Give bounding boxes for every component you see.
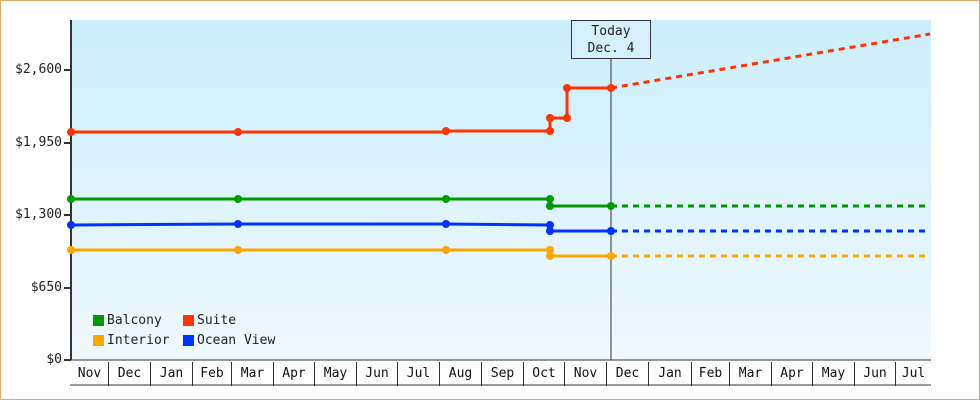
y-tick: $650	[30, 280, 62, 295]
legend-swatch	[183, 335, 194, 346]
legend-swatch	[183, 315, 194, 326]
legend-item-suite: Suite	[183, 313, 236, 328]
x-tick: Jul	[398, 362, 440, 386]
plot-area	[71, 20, 931, 360]
today-label: Today	[591, 24, 631, 39]
series-ocean-view	[67, 220, 930, 235]
today-marker: Today Dec. 4	[571, 20, 651, 59]
x-tick: Feb	[692, 362, 730, 386]
legend-item-ocean-view: Ocean View	[183, 333, 275, 348]
series-suite	[67, 32, 931, 136]
today-date: Dec. 4	[587, 41, 635, 56]
x-tick: Nov	[565, 362, 607, 386]
x-tick: Feb	[193, 362, 232, 386]
x-tick: Jun	[855, 362, 896, 386]
legend-item-interior: Interior	[93, 333, 170, 348]
y-tick: $1,950	[15, 135, 62, 150]
legend-item-balcony: Balcony	[93, 313, 162, 328]
x-tick: Mar	[232, 362, 274, 386]
x-tick: May	[315, 362, 357, 386]
legend-swatch	[93, 315, 104, 326]
x-tick: Nov	[71, 362, 109, 386]
series-interior	[67, 246, 930, 260]
x-tick: Mar	[730, 362, 772, 386]
x-tick: Dec	[109, 362, 151, 386]
x-tick: Aug	[440, 362, 482, 386]
x-tick: Jan	[151, 362, 193, 386]
x-tick: Sep	[482, 362, 524, 386]
x-tick: Jul	[901, 366, 926, 381]
y-tick: $2,600	[15, 62, 62, 77]
x-tick: Jan	[649, 362, 692, 386]
series-balcony	[67, 195, 930, 210]
x-tick: Apr	[274, 362, 315, 386]
x-tick: Jun	[357, 362, 398, 386]
legend-swatch	[93, 335, 104, 346]
y-tick: $0	[46, 352, 62, 367]
y-tick: $1,300	[15, 207, 62, 222]
x-tick: Dec	[607, 362, 649, 386]
x-tick: Oct	[524, 362, 565, 386]
x-tick: Apr	[772, 362, 813, 386]
x-tick: May	[813, 362, 855, 386]
